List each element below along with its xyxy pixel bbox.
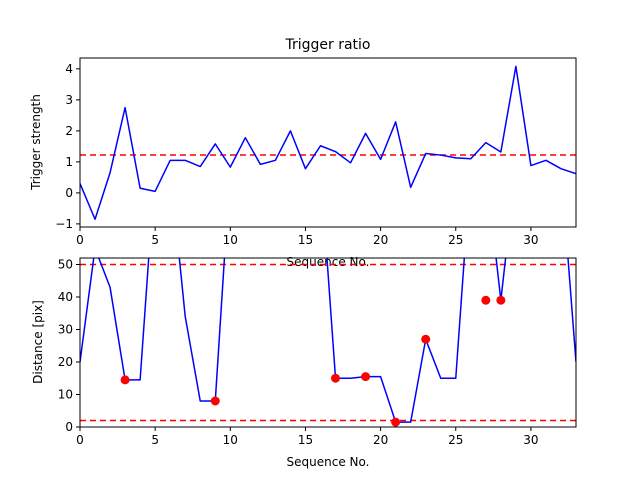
trigger-ratio-plot-area <box>80 65 576 220</box>
trigger-ratio-y-tick-label: 2 <box>65 124 73 138</box>
distance-xlabel: Sequence No. <box>287 455 370 469</box>
trigger-ratio-x-tick-label: 0 <box>76 233 84 247</box>
trigger-ratio-y-tick-label: 1 <box>65 155 73 169</box>
distance-marker-point <box>120 375 130 385</box>
distance-marker-point <box>391 417 401 427</box>
distance-y-tick-label: 10 <box>58 388 73 402</box>
distance-panel: 0 5 10 15 20 25 30 0 10 20 30 40 50 Sequence No. Dis… <box>31 257 577 469</box>
trigger-ratio-ylabel: Trigger strength <box>29 94 43 191</box>
distance-y-tick-label: 20 <box>58 355 73 369</box>
distance-x-tick-label: 20 <box>373 433 388 447</box>
trigger-ratio-x-tick-label: 15 <box>298 233 313 247</box>
distance-marker-point <box>361 372 371 382</box>
distance-marker-point <box>496 295 506 305</box>
distance-y-tick-label: 40 <box>58 290 73 304</box>
distance-x-tick-label: 10 <box>223 433 238 447</box>
distance-ylabel: Distance [pix] <box>31 300 45 384</box>
distance-series-line-0 <box>80 258 576 423</box>
trigger-ratio-x-tick-label: 20 <box>373 233 388 247</box>
distance-x-tick-label: 15 <box>298 433 313 447</box>
distance-y-tick-label: 0 <box>65 420 73 434</box>
distance-x-tick-label: 5 <box>151 433 159 447</box>
distance-marker-point <box>481 295 491 305</box>
trigger-ratio-y-tick-label: 4 <box>65 62 73 76</box>
trigger-ratio-series-line-0 <box>80 65 576 220</box>
trigger-ratio-x-tick-label: 30 <box>523 233 538 247</box>
distance-x-tick-label: 0 <box>76 433 84 447</box>
distance-marker-point <box>210 396 220 406</box>
distance-x-tick-label: 25 <box>448 433 463 447</box>
trigger-ratio-axes-frame <box>79 57 577 228</box>
trigger-ratio-y-tick-label: −1 <box>55 217 73 231</box>
trigger-ratio-title: Trigger ratio <box>284 37 370 53</box>
distance-axes-frame <box>79 257 577 428</box>
distance-marker-point <box>331 373 341 383</box>
trigger-ratio-y-tick-label: 0 <box>65 186 73 200</box>
distance-ticks: 0 5 10 15 20 25 30 0 10 20 30 40 50 <box>58 258 539 448</box>
distance-y-tick-label: 30 <box>58 323 73 337</box>
trigger-ratio-x-tick-label: 5 <box>151 233 159 247</box>
trigger-ratio-x-tick-label: 25 <box>448 233 463 247</box>
distance-marker-point <box>421 334 431 344</box>
distance-plot-area <box>80 258 576 427</box>
trigger-ratio-x-tick-label: 10 <box>223 233 238 247</box>
distance-y-tick-label: 50 <box>58 258 73 272</box>
distance-x-tick-label: 30 <box>523 433 538 447</box>
trigger-ratio-y-tick-label: 3 <box>65 93 73 107</box>
